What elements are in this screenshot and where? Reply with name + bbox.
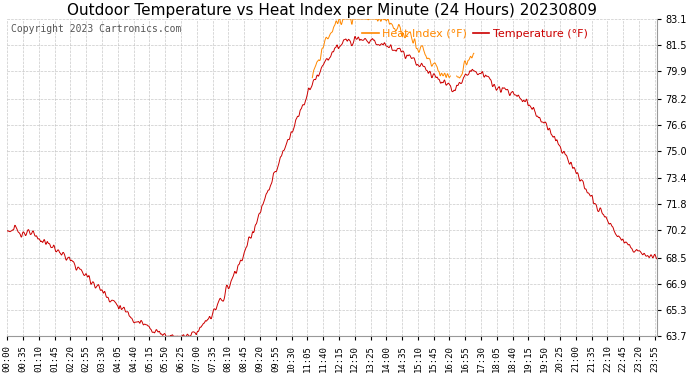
Temperature (°F) [162,334,170,339]
Temperature (°F) [3,229,12,233]
Temperature (°F) [576,179,584,183]
Temperature (°F) [132,320,140,324]
Legend: Heat Index (°F), Temperature (°F): Heat Index (°F), Temperature (°F) [357,24,592,44]
Temperature (°F) [519,99,527,104]
Temperature (°F) [221,294,229,298]
Temperature (°F) [351,34,359,39]
Title: Outdoor Temperature vs Heat Index per Minute (24 Hours) 20230809: Outdoor Temperature vs Heat Index per Mi… [67,3,597,18]
Temperature (°F) [434,77,442,81]
Line: Temperature (°F): Temperature (°F) [8,36,657,336]
Temperature (°F) [653,256,661,261]
Temperature (°F) [148,329,156,333]
Line: Heat Index (°F): Heat Index (°F) [313,19,474,78]
Text: Copyright 2023 Cartronics.com: Copyright 2023 Cartronics.com [10,24,181,34]
Heat Index (°F) [433,65,442,70]
